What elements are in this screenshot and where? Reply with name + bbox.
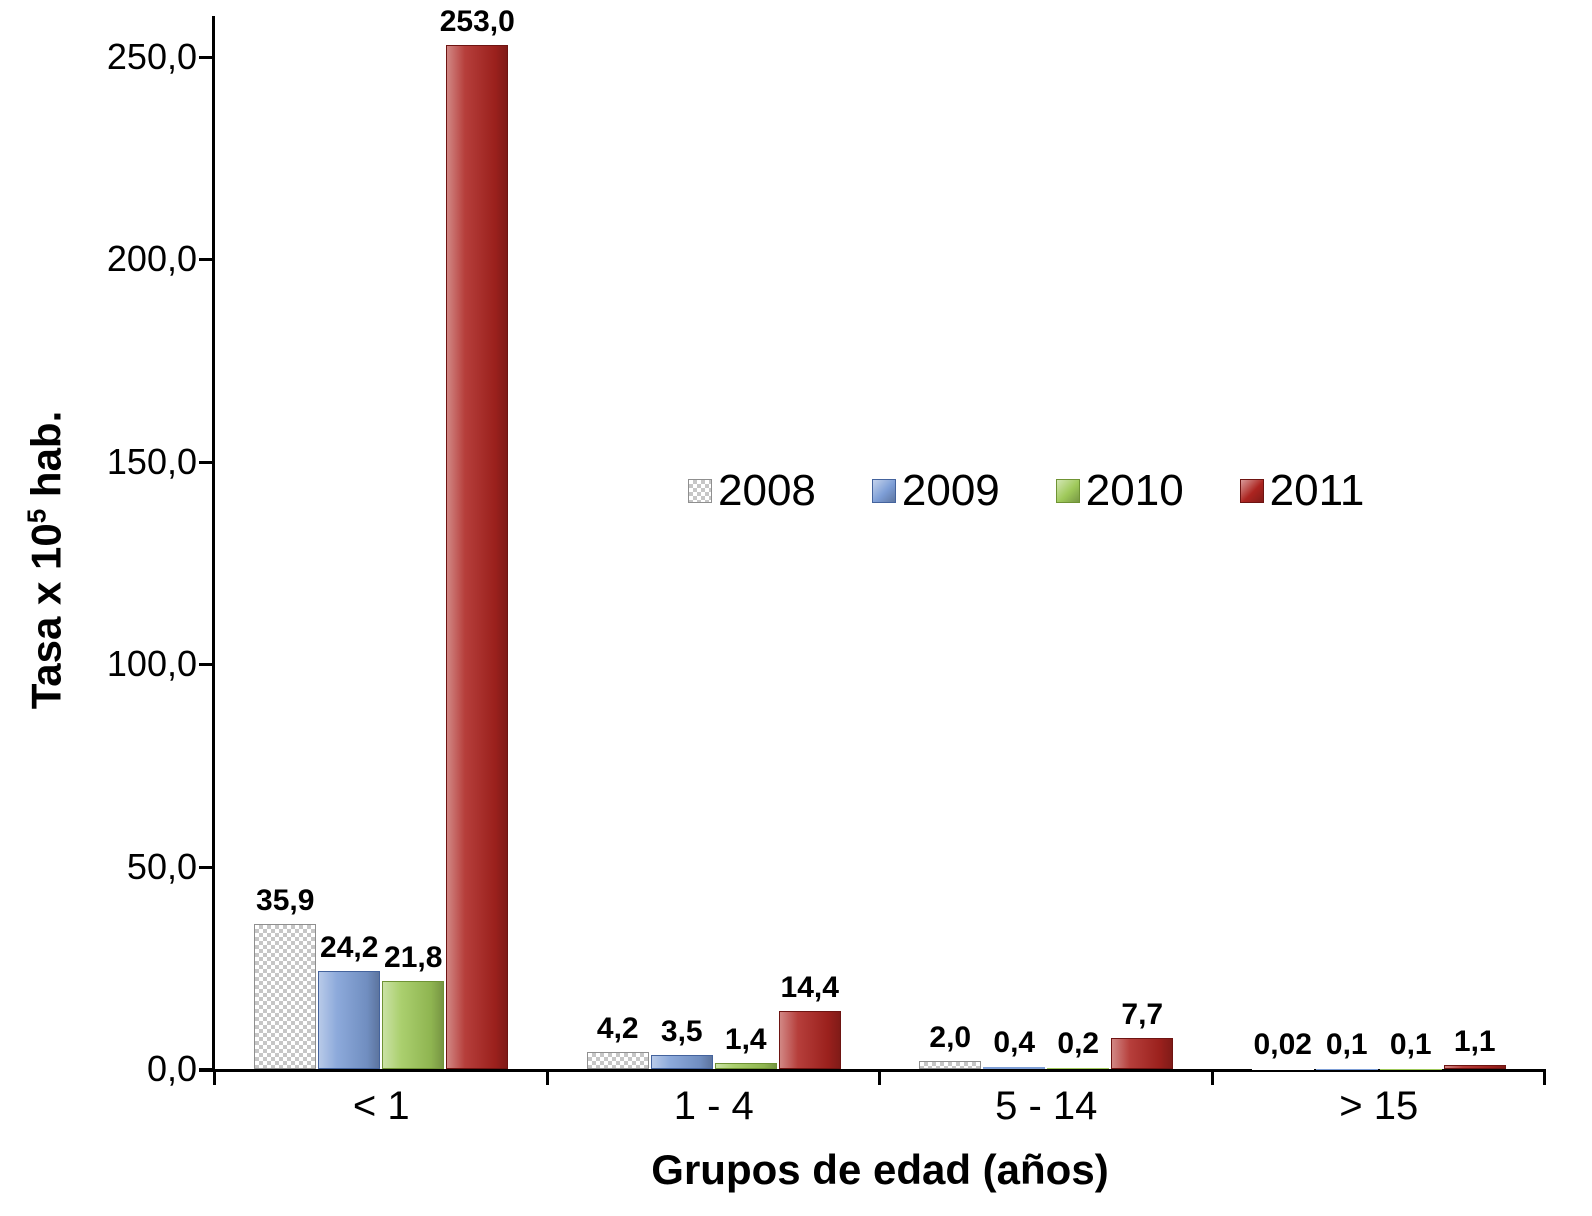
legend-marker-icon (871, 479, 896, 503)
legend-item-2009: 2009 (871, 466, 1000, 516)
bar-value-label: 21,8 (384, 940, 443, 974)
category-cell: 35,9 24,2 21,8 253,0 (215, 5, 548, 1069)
category-cell: 4,2 3,5 1,4 14,4 (548, 40, 881, 1069)
x-axis-tick (545, 1069, 549, 1085)
legend-item-2008: 2008 (688, 466, 816, 516)
bar-value-label: 7,7 (1121, 997, 1164, 1031)
x-category-label: < 1 (352, 1084, 410, 1128)
y-axis-tick-label: 250,0 (106, 36, 197, 77)
y-axis-tick-label: 0,0 (146, 1048, 197, 1089)
bar-value-label: 35,9 (256, 883, 315, 917)
legend-marker-icon (1055, 479, 1080, 503)
y-axis-tick (199, 663, 213, 667)
bar-value-label: 0,2 (1057, 1027, 1100, 1061)
bar-value-label: 14,4 (780, 970, 839, 1004)
bar-value-label: 24,2 (320, 931, 379, 965)
y-axis-tick-label: 150,0 (106, 440, 197, 482)
y-axis-tick-label: 200,0 (106, 238, 197, 280)
category-cell: 2,0 0,4 0,2 7,7 (880, 40, 1213, 1069)
x-axis-line (199, 1069, 1545, 1072)
legend-label: 2011 (1269, 466, 1365, 515)
bar-group: 0,02 0,1 0,1 1,1 (1251, 1025, 1506, 1069)
bar-2008: 2,0 (919, 1021, 982, 1069)
y-axis-line (212, 16, 215, 1072)
legend: 2008 2009 2010 2011 (688, 466, 1364, 516)
y-axis-tick (199, 56, 213, 59)
bar-2011: 14,4 (778, 971, 841, 1069)
x-axis-tick (213, 1069, 216, 1085)
bar-group: 2,0 0,4 0,2 7,7 (919, 998, 1174, 1069)
bar-value-label: 0,1 (1325, 1027, 1368, 1061)
legend-label: 2009 (901, 466, 1000, 515)
y-axis-title-superscript: 5 (21, 508, 52, 524)
x-axis-title: Grupos de edad (años) (651, 1146, 1109, 1193)
legend-label: 2008 (718, 466, 816, 515)
y-axis-tick (199, 258, 213, 262)
bar-value-label: 4,2 (596, 1012, 639, 1045)
bar-value-label: 3,5 (660, 1014, 703, 1048)
category-cell: 0,02 0,1 0,1 1,1 (1213, 40, 1546, 1069)
bar-2008: 4,2 (586, 1012, 649, 1069)
x-axis-tick (1543, 1069, 1546, 1085)
bar-2011: 1,1 (1443, 1025, 1506, 1069)
bar-2009: 24,2 (318, 931, 381, 1069)
y-axis-tick (199, 1068, 213, 1071)
legend-marker-icon (1239, 479, 1264, 503)
bar-value-label: 1,4 (724, 1023, 767, 1057)
bar-2010: 1,4 (714, 1023, 777, 1069)
legend-item-2010: 2010 (1055, 466, 1184, 516)
legend-label: 2010 (1085, 466, 1184, 515)
y-axis-tick-label: 50,0 (126, 845, 197, 887)
bar-value-label: 0,4 (993, 1026, 1036, 1060)
x-category-label: 1 - 4 (673, 1084, 754, 1128)
legend-item-2011: 2011 (1239, 466, 1365, 516)
y-axis-tick (199, 865, 213, 869)
bar-2011: 7,7 (1111, 998, 1174, 1069)
x-category-label: > 15 (1339, 1084, 1419, 1128)
bar-group: 4,2 3,5 1,4 14,4 (586, 971, 841, 1069)
bar-2008: 35,9 (254, 884, 317, 1069)
x-axis-tick (878, 1069, 881, 1085)
bar-2009: 0,4 (983, 1026, 1046, 1069)
bar-value-label: 253,0 (439, 4, 515, 38)
x-category-label: 5 - 14 (995, 1084, 1098, 1128)
y-axis-tick-label: 100,0 (106, 643, 197, 685)
bar-value-label: 0,1 (1389, 1027, 1432, 1061)
x-axis-tick (1210, 1069, 1214, 1085)
bar-value-label: 0,02 (1253, 1027, 1312, 1061)
bar-2009: 3,5 (650, 1015, 713, 1069)
bar-value-label: 1,1 (1453, 1024, 1496, 1058)
bar-value-label: 2,0 (929, 1020, 972, 1054)
bar-2011: 253,0 (440, 5, 515, 1069)
legend-marker-icon (688, 479, 712, 503)
y-axis-tick (199, 460, 213, 464)
bar-group: 35,9 24,2 21,8 253,0 (254, 5, 515, 1069)
bar-2010: 0,2 (1047, 1027, 1110, 1069)
bar-2010: 21,8 (382, 941, 445, 1069)
